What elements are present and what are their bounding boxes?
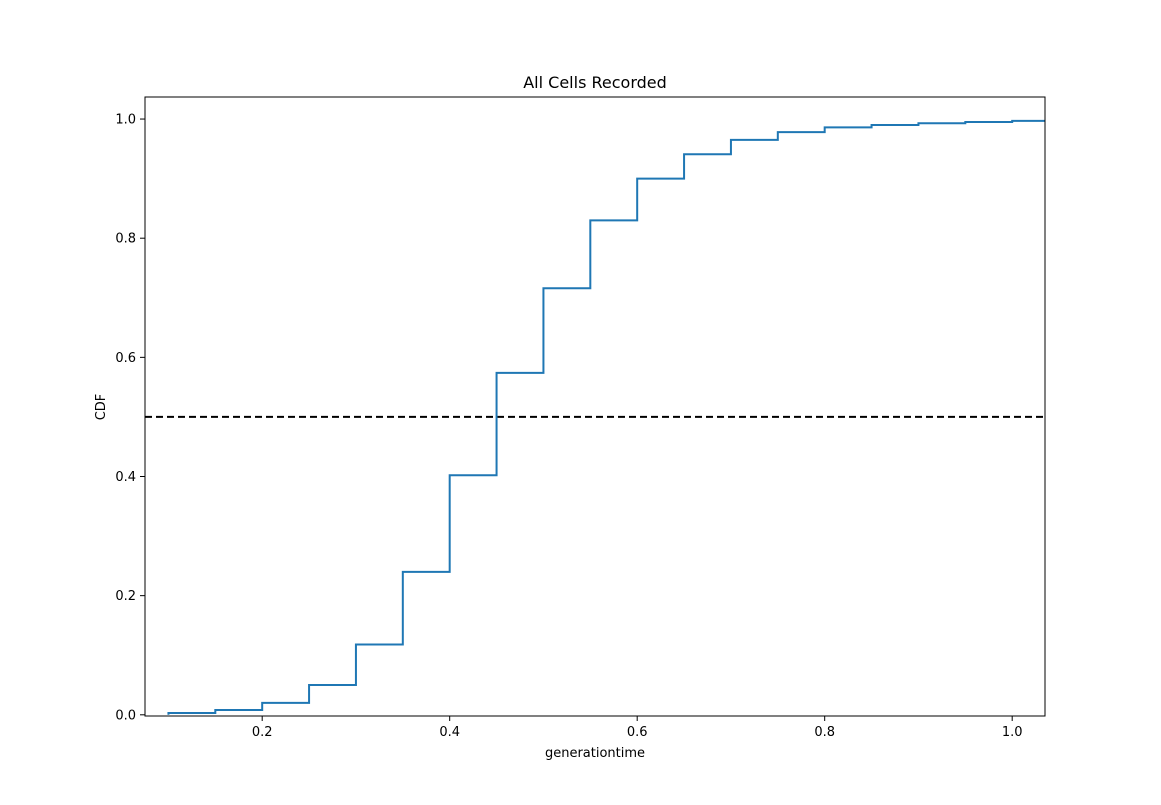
plot-frame (144, 96, 1046, 717)
y-tick-label: 1.0 (115, 113, 136, 128)
y-axis-label: CDF (94, 394, 109, 421)
x-axis-label: generationtime (545, 746, 645, 761)
y-tick-label: 0.6 (115, 351, 136, 366)
chart-title: All Cells Recorded (523, 73, 667, 92)
y-tick-label: 0.4 (115, 470, 136, 485)
x-tick-label: 0.2 (252, 725, 273, 740)
chart-marks (145, 119, 1045, 715)
x-tick-label: 0.4 (439, 725, 460, 740)
x-tick-label: 1.0 (1002, 725, 1023, 740)
x-tick-label: 0.6 (627, 725, 648, 740)
cdf-step-line (167, 119, 1045, 715)
y-tick-label: 0.2 (115, 589, 136, 604)
x-axis: 0.2 0.4 0.6 0.8 1.0 (252, 716, 1023, 740)
y-tick-label: 0.0 (115, 708, 136, 723)
y-tick-label: 0.8 (115, 232, 136, 247)
x-tick-label: 0.8 (814, 725, 835, 740)
y-axis: 0.0 0.2 0.4 0.6 0.8 1.0 (115, 113, 145, 723)
